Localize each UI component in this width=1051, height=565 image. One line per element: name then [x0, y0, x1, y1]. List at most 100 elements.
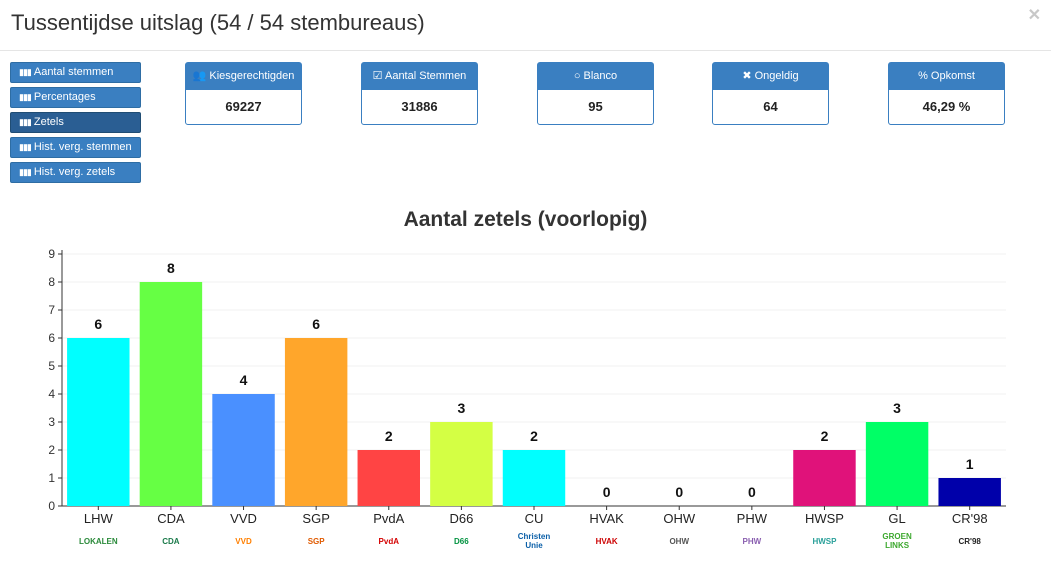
- data-label: 3: [893, 400, 901, 416]
- stat-label: Blanco: [583, 70, 618, 82]
- stat-label: Opkomst: [930, 70, 975, 82]
- stat-aantal-stemmen: ☑ Aantal Stemmen 31886: [361, 62, 478, 125]
- party-logo: Christen Unie: [517, 532, 551, 550]
- bar-vvd: [212, 394, 275, 506]
- x-tick-label: VVD: [230, 511, 257, 526]
- data-label: 2: [530, 428, 538, 444]
- x-tick-label: HVAK: [589, 511, 624, 526]
- data-label: 6: [312, 316, 320, 332]
- bar-chart-icon: ▮▮▮: [19, 142, 32, 152]
- bar-hwsp: [793, 450, 856, 506]
- x-tick-label: PvdA: [373, 511, 404, 526]
- x-tick-label: GL: [888, 511, 905, 526]
- bar-pvda: [357, 450, 420, 506]
- x-tick-label: PHW: [737, 511, 768, 526]
- sidebar-item-label: Hist. verg. zetels: [33, 166, 116, 178]
- stat-label: Kiesgerechtigden: [209, 70, 295, 82]
- data-label: 0: [675, 484, 683, 500]
- users-icon: 👥: [192, 70, 210, 82]
- x-tick-label: CU: [525, 511, 544, 526]
- y-tick-label: 8: [48, 275, 55, 289]
- stat-label: Ongeldig: [754, 70, 799, 82]
- bar-cu: [502, 450, 566, 506]
- x-tick-label: LHW: [84, 511, 114, 526]
- aantal-stemmen-button[interactable]: ▮▮▮ Aantal stemmen: [10, 62, 141, 83]
- bar-d66: [430, 422, 493, 506]
- x-tick-label: OHW: [663, 511, 696, 526]
- party-logo: PvdA: [378, 536, 399, 546]
- y-tick-label: 0: [48, 499, 55, 513]
- party-logo: OHW: [669, 536, 689, 546]
- y-tick-label: 5: [48, 359, 55, 373]
- data-label: 8: [167, 260, 175, 276]
- percentages-button[interactable]: ▮▮▮ Percentages: [10, 87, 141, 108]
- bar-chart-icon: ▮▮▮: [19, 67, 32, 77]
- stat-opkomst: % Opkomst 46,29 %: [888, 62, 1005, 125]
- bar-chart-icon: ▮▮▮: [19, 167, 32, 177]
- x-tick-label: D66: [449, 511, 473, 526]
- percent-icon: %: [918, 70, 931, 82]
- sidebar-item-label: Zetels: [33, 116, 64, 128]
- stat-value: 95: [588, 99, 603, 114]
- chart-type-menu: ▮▮▮ Aantal stemmen ▮▮▮ Percentages ▮▮▮ Zete…: [10, 62, 141, 187]
- party-logo: HVAK: [595, 536, 618, 546]
- party-logo: D66: [454, 536, 469, 546]
- stat-value: 64: [763, 99, 778, 114]
- party-logo: CR'98: [958, 536, 981, 546]
- circle-icon: ○: [573, 70, 584, 82]
- bar-chart-icon: ▮▮▮: [19, 92, 32, 102]
- y-tick-label: 9: [48, 247, 55, 261]
- x-tick-label: CDA: [157, 511, 185, 526]
- y-tick-label: 6: [48, 331, 55, 345]
- bar-cda: [139, 282, 203, 506]
- hist-verg-stemmen-button[interactable]: ▮▮▮ Hist. verg. stemmen: [10, 137, 141, 158]
- bar-gl: [865, 422, 929, 506]
- close-icon[interactable]: ✕: [1027, 7, 1041, 24]
- check-square-icon: ☑: [372, 70, 385, 82]
- stat-blanco: ○ Blanco 95: [537, 62, 654, 125]
- bar-lhw: [67, 338, 130, 506]
- y-tick-label: 4: [48, 387, 55, 401]
- data-label: 0: [603, 484, 611, 500]
- data-label: 0: [748, 484, 756, 500]
- y-tick-label: 1: [48, 471, 55, 485]
- y-tick-label: 3: [48, 415, 55, 429]
- data-label: 4: [240, 372, 248, 388]
- stat-kiesgerechtigden: 👥 Kiesgerechtigden 69227: [185, 62, 302, 125]
- stat-label: Aantal Stemmen: [384, 70, 467, 82]
- stat-ongeldig: ✖ Ongeldig 64: [712, 62, 829, 125]
- y-tick-label: 7: [48, 303, 55, 317]
- party-logo: VVD: [235, 536, 252, 546]
- stat-value: 46,29 %: [922, 99, 971, 114]
- x-tick-label: CR'98: [952, 511, 988, 526]
- stat-value: 69227: [225, 99, 262, 114]
- data-label: 2: [821, 428, 829, 444]
- x-tick-label: HWSP: [805, 511, 844, 526]
- bar-chart-icon: ▮▮▮: [19, 117, 32, 127]
- bar-cr98: [938, 478, 1001, 506]
- data-label: 6: [94, 316, 102, 332]
- party-logo: HWSP: [812, 536, 837, 546]
- x-tick-label: SGP: [302, 511, 329, 526]
- modal-header: Tussentijdse uitslag (54 / 54 stembureau…: [0, 0, 1051, 51]
- hist-verg-zetels-button[interactable]: ▮▮▮ Hist. verg. zetels: [10, 162, 141, 183]
- party-logo: PHW: [742, 536, 762, 546]
- times-icon: ✖: [742, 70, 755, 82]
- party-logo: CDA: [162, 536, 180, 546]
- data-label: 1: [966, 456, 974, 472]
- sidebar-item-label: Percentages: [33, 91, 96, 103]
- party-logo: GROEN LINKS: [882, 532, 912, 550]
- sidebar-item-label: Aantal stemmen: [33, 66, 114, 78]
- party-logo: LOKALEN: [78, 536, 118, 546]
- party-logo: SGP: [307, 536, 325, 546]
- data-label: 3: [457, 400, 465, 416]
- bar-sgp: [284, 338, 348, 506]
- sidebar-item-label: Hist. verg. stemmen: [33, 141, 132, 153]
- stat-value: 31886: [401, 99, 438, 114]
- page-title: Tussentijdse uitslag (54 / 54 stembureau…: [11, 10, 425, 35]
- chart-title: Aantal zetels (voorlopig): [403, 208, 648, 231]
- data-label: 2: [385, 428, 393, 444]
- y-tick-label: 2: [48, 443, 55, 457]
- zetels-button[interactable]: ▮▮▮ Zetels: [10, 112, 141, 133]
